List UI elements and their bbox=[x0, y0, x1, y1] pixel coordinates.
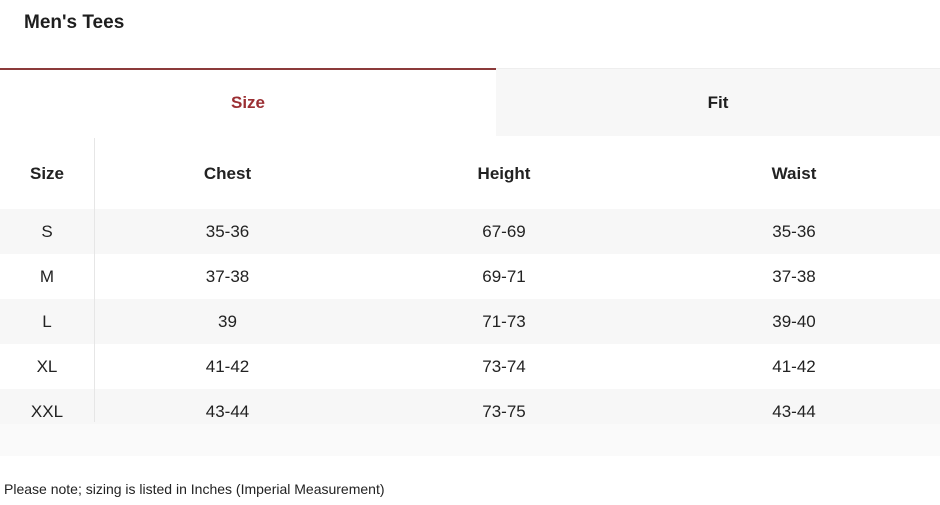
tab-fit[interactable]: Fit bbox=[496, 68, 940, 136]
header-waist: Waist bbox=[771, 163, 817, 183]
cell-size: S bbox=[0, 209, 95, 254]
table-row: XL 41-42 73-74 41-42 bbox=[0, 344, 940, 389]
table-row: M 37-38 69-71 37-38 bbox=[0, 254, 940, 299]
table-row: L 39 71-73 39-40 bbox=[0, 299, 940, 344]
tab-bar: Size Fit bbox=[0, 68, 940, 136]
cell-height: 73-75 bbox=[482, 402, 526, 421]
cell-chest: 35-36 bbox=[205, 221, 250, 241]
cell-size: XXL bbox=[0, 389, 95, 422]
cell-chest: 39 bbox=[218, 311, 237, 331]
cell-waist: 43-44 bbox=[772, 402, 816, 421]
cell-size: L bbox=[0, 299, 95, 344]
page-title: Men's Tees bbox=[24, 12, 125, 33]
cell-height: 71-73 bbox=[482, 311, 526, 331]
tab-size[interactable]: Size bbox=[0, 68, 496, 136]
cell-chest: 43-44 bbox=[205, 402, 250, 421]
cell-size: M bbox=[0, 254, 95, 299]
cell-chest: 41-42 bbox=[205, 356, 250, 376]
measurement-note: Please note; sizing is listed in Inches … bbox=[4, 481, 385, 497]
cell-size: XL bbox=[0, 344, 95, 389]
cell-waist: 41-42 bbox=[772, 356, 816, 376]
header-chest: Chest bbox=[203, 163, 252, 183]
size-chart-table: Size Chest Height Waist S 35-36 67-69 35… bbox=[0, 138, 940, 424]
header-size: Size bbox=[0, 138, 95, 209]
cell-chest: 37-38 bbox=[205, 266, 250, 286]
table-scroll-area bbox=[0, 424, 940, 456]
table-row: XXL 43-44 73-75 43-44 bbox=[0, 389, 940, 424]
cell-height: 73-74 bbox=[482, 356, 526, 376]
cell-height: 67-69 bbox=[482, 221, 526, 241]
cell-waist: 37-38 bbox=[772, 266, 816, 286]
cell-height: 69-71 bbox=[482, 266, 526, 286]
cell-waist: 35-36 bbox=[772, 221, 816, 241]
table-row: S 35-36 67-69 35-36 bbox=[0, 209, 940, 254]
cell-waist: 39-40 bbox=[772, 311, 816, 331]
header-height: Height bbox=[477, 163, 531, 183]
table-header-row: Size Chest Height Waist bbox=[0, 138, 940, 209]
